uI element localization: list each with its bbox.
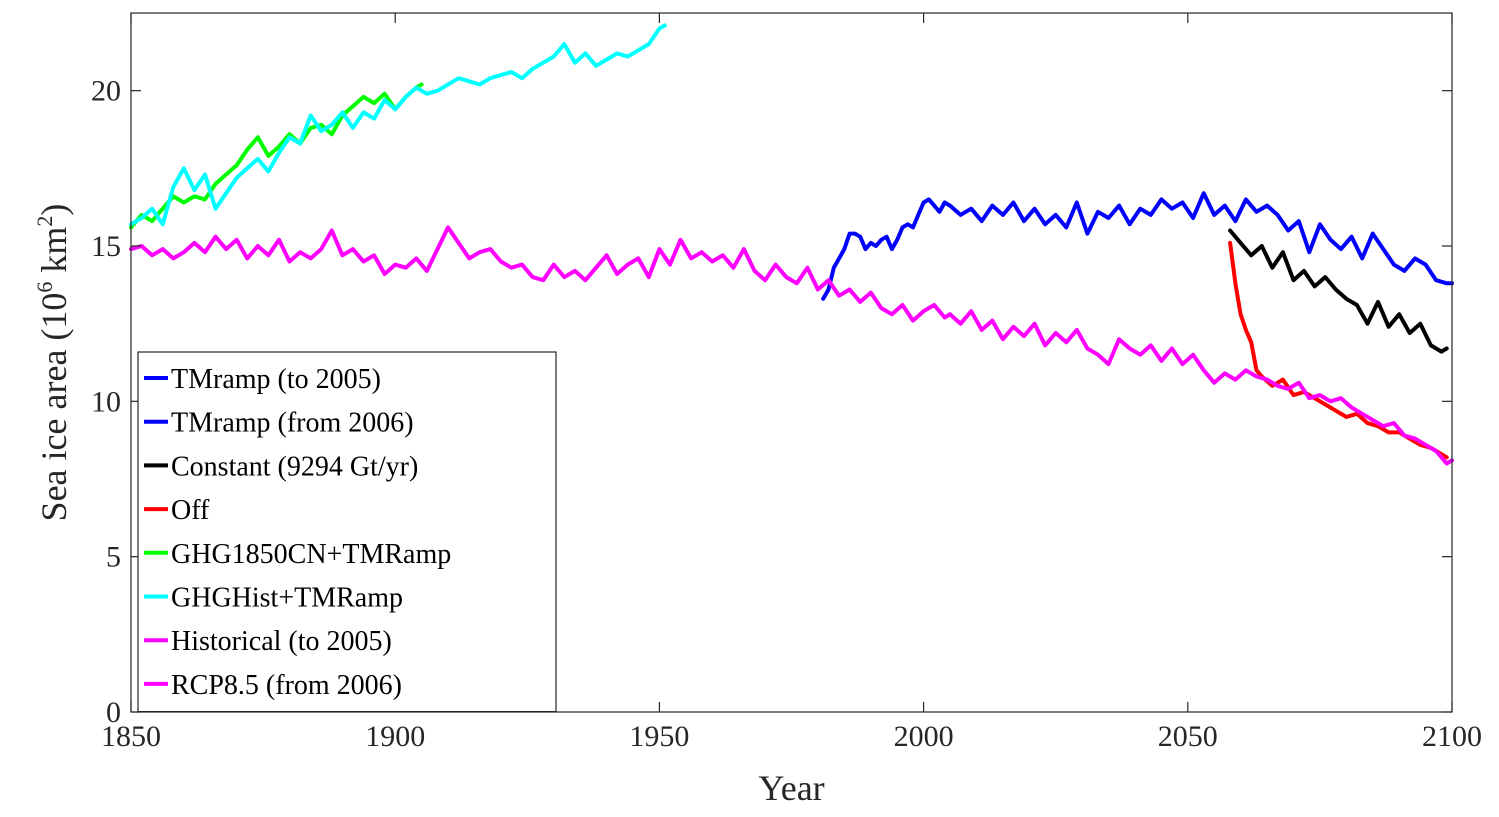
x-tick-label-1: 1900 [365, 720, 425, 753]
y-axis-label-post: ) [34, 204, 74, 216]
y-tick-label-1: 5 [106, 541, 121, 574]
series-line-6 [129, 225, 952, 323]
legend-label-7: RCP8.5 (from 2006) [171, 670, 402, 701]
legend-label-0: TMramp (to 2005) [171, 364, 381, 395]
y-tick-label-3: 15 [91, 230, 121, 263]
legend-label-3: Off [171, 495, 210, 526]
x-tick-label-2: 1950 [629, 720, 689, 753]
legend-label-5: GHGHist+TMRamp [171, 583, 403, 614]
plot-frame [130, 12, 1453, 713]
legend-label-6: Historical (to 2005) [171, 626, 392, 657]
series-line-5 [129, 23, 667, 227]
x-tick-label-4: 2050 [1158, 720, 1218, 753]
y-tick-label-2: 10 [91, 385, 121, 418]
x-tick-label-0: 1850 [101, 720, 161, 753]
x-tick-label-5: 2100 [1422, 720, 1482, 753]
y-axis-label: Sea ice area (106 km2) [32, 204, 74, 522]
x-tick-label-3: 2000 [894, 720, 954, 753]
y-tick-label-0: 0 [106, 696, 121, 729]
y-axis-label-mid: km [34, 227, 74, 282]
ticks-layer: 1850 1900 1950 2000 2050 2100 0 5 10 15 20 [91, 13, 1482, 753]
series-layer [129, 23, 1454, 466]
legend-label-1: TMramp (from 2006) [171, 408, 414, 439]
x-axis-label: Year [758, 768, 824, 808]
legend: TMramp (to 2005) TMramp (from 2006) Consta… [137, 351, 557, 713]
series-line-7 [948, 309, 1454, 466]
series-line-0 [821, 197, 952, 301]
y-axis-label-pre: Sea ice area (10 [34, 293, 74, 522]
series-line-1 [948, 191, 1454, 286]
series-line-2 [1228, 228, 1449, 354]
legend-label-2: Constant (9294 Gt/yr) [171, 451, 418, 482]
y-tick-label-4: 20 [91, 75, 121, 108]
legend-box [137, 351, 557, 713]
series-line-4 [129, 82, 424, 230]
legend-label-4: GHG1850CN+TMRamp [171, 539, 451, 570]
y-axis-label-sup-2: 2 [32, 216, 57, 227]
y-axis-label-sup-6: 6 [32, 282, 57, 293]
